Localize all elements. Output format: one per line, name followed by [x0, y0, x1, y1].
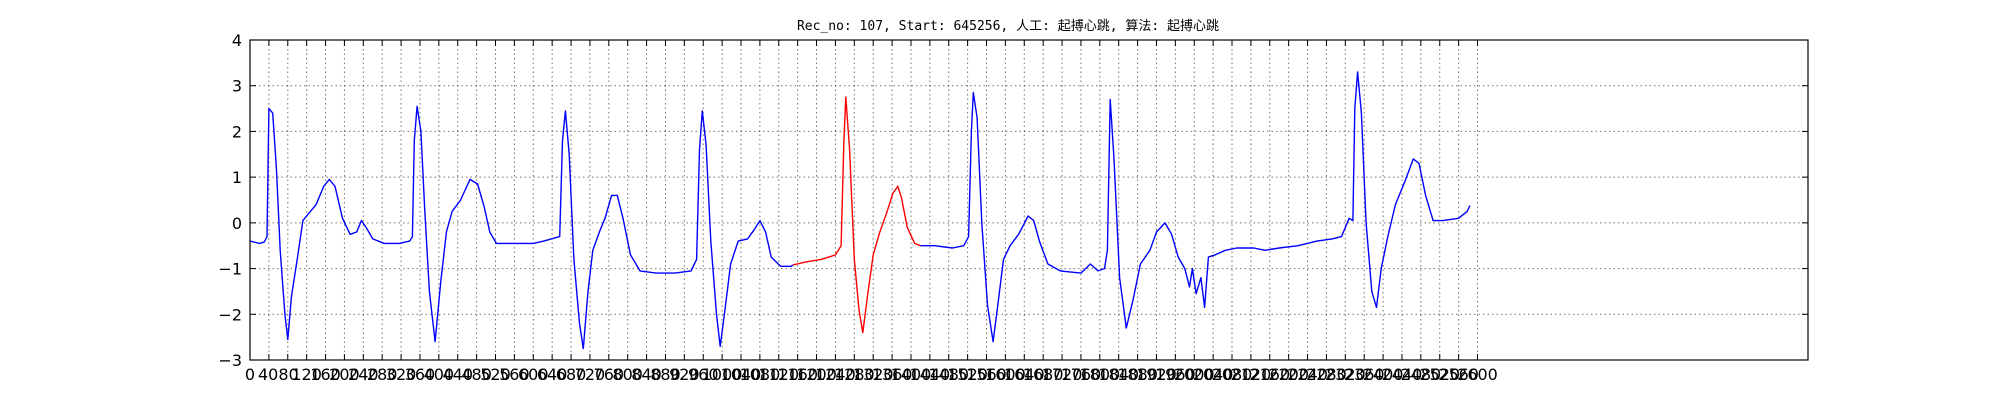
x-tick-label: 1360 [872, 365, 913, 384]
x-tick-label: 2400 [1363, 365, 1404, 384]
x-tick-label: 1840 [1098, 365, 1139, 384]
x-tick-label: 1320 [853, 365, 894, 384]
x-tick-label: 840 [631, 365, 662, 384]
x-tick-label: 1520 [947, 365, 988, 384]
series-layer [249, 71, 1471, 350]
x-tick-label: 2040 [1193, 365, 1234, 384]
x-tick-label: 1560 [966, 365, 1007, 384]
x-tick-label: 1640 [1004, 365, 1045, 384]
x-tick-label: 2600 [1457, 365, 1498, 384]
plot-area-frame [249, 39, 1809, 361]
x-tick-label: 760 [594, 365, 625, 384]
x-tick-label: 1400 [891, 365, 932, 384]
y-tick-label: 0 [232, 214, 242, 233]
x-tick-label: 2560 [1438, 365, 1479, 384]
x-tick-label: 880 [650, 365, 681, 384]
y-tick-label: 3 [232, 77, 242, 96]
x-tick-label: 2360 [1344, 365, 1385, 384]
y-tick-label: −2 [218, 305, 242, 324]
x-tick-label: 520 [480, 365, 511, 384]
grid-lines [250, 40, 1808, 360]
x-tick-label: 1440 [909, 365, 950, 384]
x-tick-label: 1920 [1136, 365, 1177, 384]
x-tick-label: 1880 [1117, 365, 1158, 384]
x-tick-label: 1480 [928, 365, 969, 384]
x-tick-label: 1800 [1079, 365, 1120, 384]
x-tick-label: 720 [575, 365, 606, 384]
x-tick-label: 920 [669, 365, 700, 384]
x-tick-label: 0 [245, 365, 255, 384]
x-tick-label: 360 [405, 365, 436, 384]
x-tick-label: 4080 [258, 365, 299, 384]
x-tick-label: 480 [461, 365, 492, 384]
x-tick-label: 440 [442, 365, 473, 384]
x-tick-label: 1720 [1042, 365, 1083, 384]
x-tick-label: 120 [291, 365, 322, 384]
x-tick-label: 2120 [1231, 365, 1272, 384]
x-tick-label: 2440 [1382, 365, 1423, 384]
x-tick-label: 1280 [834, 365, 875, 384]
y-tick-label: −1 [218, 260, 242, 279]
series-line-1 [249, 105, 794, 350]
x-tick-label: 2240 [1287, 365, 1328, 384]
x-tick-label: 2480 [1401, 365, 1442, 384]
y-tick-label: 1 [232, 168, 242, 187]
x-tick-label: 400 [424, 365, 455, 384]
x-tick-label: 1000 [702, 365, 743, 384]
y-tick-label: −3 [218, 351, 242, 370]
x-tick-label: 1600 [985, 365, 1026, 384]
x-tick-label: 640 [537, 365, 568, 384]
x-tick-label: 1240 [815, 365, 856, 384]
x-tick-label: 240 [348, 365, 379, 384]
x-tick-label: 600 [518, 365, 549, 384]
x-tick-label: 1960 [1155, 365, 1196, 384]
x-tick-label: 1080 [740, 365, 781, 384]
x-tick-label: 1680 [1023, 365, 1064, 384]
y-tick-label: 2 [232, 122, 242, 141]
x-tick-label: 1040 [721, 365, 762, 384]
x-tick-label: 680 [556, 365, 587, 384]
x-tick-label: 2520 [1419, 365, 1460, 384]
x-tick-label: 1160 [777, 365, 818, 384]
x-tick-label: 560 [499, 365, 530, 384]
x-tick-label: 960 [688, 365, 719, 384]
x-tick-label: 160 [310, 365, 341, 384]
x-tick-label: 280 [367, 365, 398, 384]
series-line-3 [920, 71, 1471, 343]
x-tick-label: 1760 [1061, 365, 1102, 384]
x-tick-label: 2080 [1212, 365, 1253, 384]
x-tick-label: 2160 [1249, 365, 1290, 384]
x-tick-label: 200 [329, 365, 360, 384]
x-tick-label: 2200 [1268, 365, 1309, 384]
y-tick-label: 4 [232, 31, 242, 50]
series-line-2 [792, 96, 921, 334]
chart-title: Rec_no: 107, Start: 645256, 人工: 起搏心跳, 算法… [797, 18, 1219, 34]
x-tick-label: 2320 [1325, 365, 1366, 384]
x-tick-label: 2280 [1306, 365, 1347, 384]
x-tick-label: 320 [386, 365, 417, 384]
x-tick-label: 1200 [796, 365, 837, 384]
x-tick-label: 2000 [1174, 365, 1215, 384]
x-tick-label: 1120 [758, 365, 799, 384]
x-tick-label: 800 [612, 365, 643, 384]
